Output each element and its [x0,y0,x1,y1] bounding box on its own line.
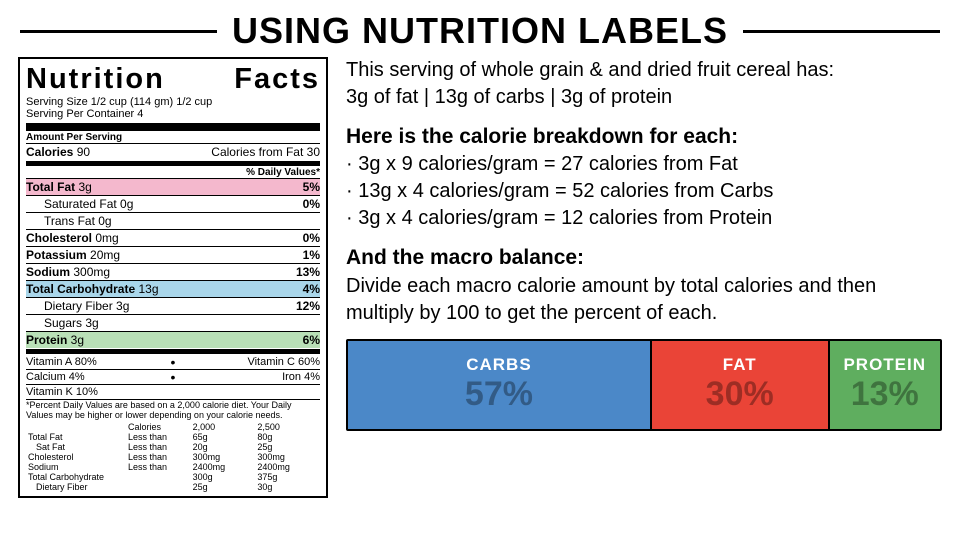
servings-per-container: Serving Per Container 4 [26,108,320,120]
page-title: USING NUTRITION LABELS [217,10,743,52]
nutrient-row: Potassium 20mg1% [26,246,320,263]
nutrient-row: Sugars 3g [26,314,320,331]
explanation-panel: This serving of whole grain & and dried … [346,57,942,498]
nutrient-row: Saturated Fat 0g0% [26,195,320,212]
intro-paragraph: This serving of whole grain & and dried … [346,57,942,111]
vitamin-row: Calcium 4%•Iron 4% [26,369,320,384]
vitamin-rows: Vitamin A 80%•Vitamin C 60%Calcium 4%•Ir… [26,355,320,399]
thick-rule [26,123,320,131]
header-line-left [20,30,217,33]
vitamin-row: Vitamin A 80%•Vitamin C 60% [26,355,320,369]
nutrient-row: Total Fat 3g5% [26,178,320,195]
nutrient-rows: Total Fat 3g5%Saturated Fat 0g0%Trans Fa… [26,178,320,348]
nutrient-row: Dietary Fiber 3g12% [26,297,320,314]
main-content: NutritionFacts Serving Size 1/2 cup (114… [0,57,960,498]
nutrient-row: Sodium 300mg13% [26,263,320,280]
dv-label: % Daily Values* [26,167,320,178]
header: USING NUTRITION LABELS [0,0,960,57]
nutrient-row: Protein 3g6% [26,331,320,348]
nutrient-row: Trans Fat 0g [26,212,320,229]
macro-bar: CARBS57%FAT30%PROTEIN13% [346,339,942,431]
dv-reference-table: Calories2,0002,500Total FatLess than65g8… [26,422,320,492]
calories-row: Calories 90 Calories from Fat 30 [26,143,320,160]
nutrition-facts-panel: NutritionFacts Serving Size 1/2 cup (114… [18,57,328,498]
nutrient-row: Total Carbohydrate 13g4% [26,280,320,297]
breakdown-paragraph: Here is the calorie breakdown for each: … [346,123,942,232]
serving-size: Serving Size 1/2 cup (114 gm) 1/2 cup [26,96,320,108]
nutrient-row: Cholesterol 0mg0% [26,229,320,246]
macro-segment-carbs: CARBS57% [348,341,650,429]
nutrition-title: NutritionFacts [26,63,320,96]
macro-segment-fat: FAT30% [650,341,828,429]
macro-segment-protein: PROTEIN13% [828,341,940,429]
medium-rule [26,161,320,166]
header-line-right [743,30,940,33]
amount-per-serving-label: Amount Per Serving [26,132,320,143]
balance-paragraph: And the macro balance: Divide each macro… [346,244,942,326]
footnote: *Percent Daily Values are based on a 2,0… [26,399,320,422]
vitamin-row: Vitamin K 10% [26,384,320,399]
